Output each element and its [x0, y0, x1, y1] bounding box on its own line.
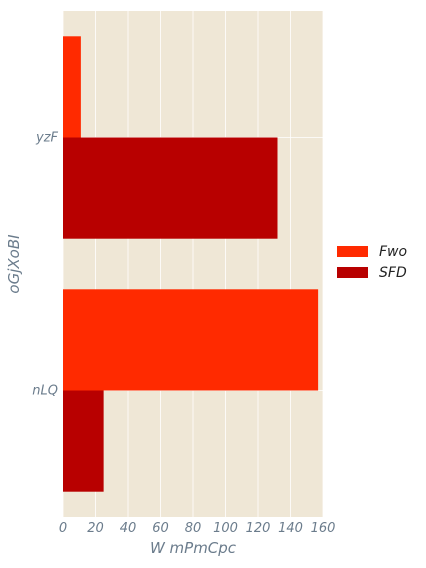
x-axis-title: W mPmCpc	[150, 539, 237, 557]
x-tick-label: 40	[120, 521, 137, 536]
bar	[63, 36, 81, 137]
legend-swatch	[337, 267, 368, 278]
x-tick-label: 0	[59, 521, 67, 536]
x-tick-label: 60	[152, 521, 169, 536]
x-tick-label: 100	[213, 521, 238, 536]
bar	[63, 391, 104, 492]
x-tick-label: 120	[246, 521, 271, 536]
x-tick-label: 20	[87, 521, 104, 536]
y-tick-label: yzF	[35, 131, 59, 146]
x-tick-label: 160	[311, 521, 336, 536]
legend-swatch	[337, 246, 368, 257]
y-axis-title: oGjXoBI	[5, 234, 23, 294]
legend: Fwo SFD	[337, 244, 407, 281]
x-tick-label: 80	[185, 521, 202, 536]
y-tick-label: nLQ	[32, 384, 58, 399]
x-tick-label: 140	[278, 521, 303, 536]
bar	[63, 289, 318, 390]
bar	[63, 138, 278, 239]
legend-label: Fwo	[379, 244, 407, 260]
x-tick-labels: 0 20 40 60 80 100 120 140 160	[59, 521, 336, 536]
legend-label: SFD	[379, 265, 407, 281]
y-tick-labels: nLQ yzF	[32, 131, 58, 399]
